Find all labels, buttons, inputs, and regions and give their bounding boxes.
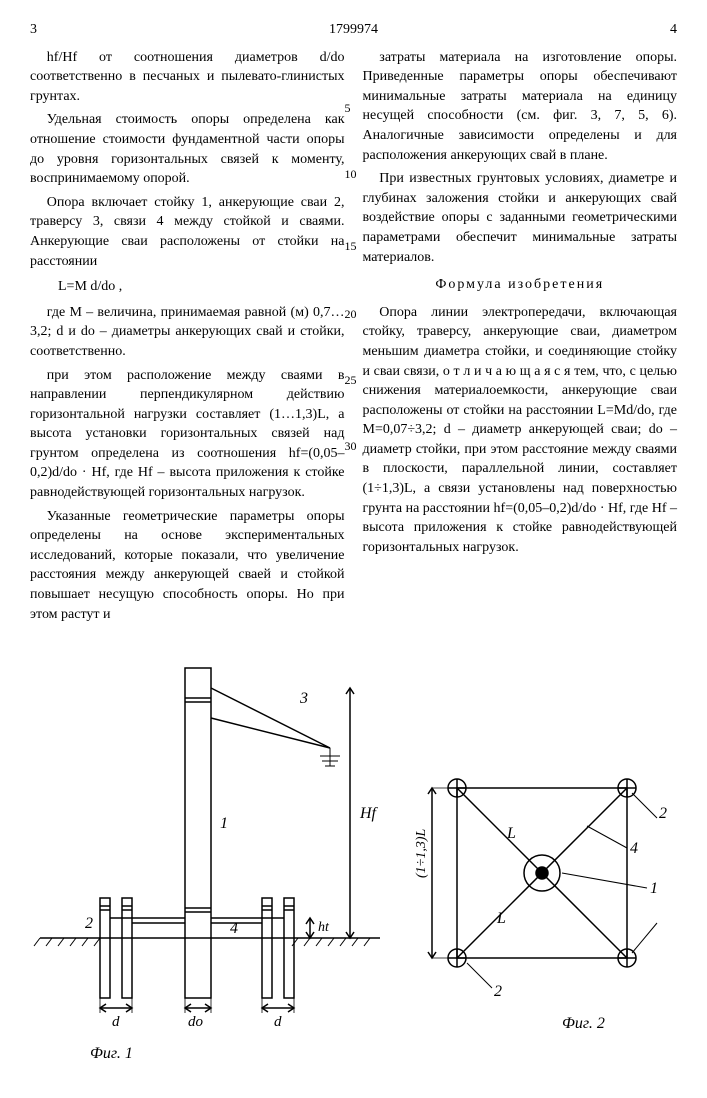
figure-2: L L (1÷1,3)L 1 2 2 4 Фиг. 2 <box>397 758 677 1058</box>
claim-title: Формула изобретения <box>363 275 678 295</box>
figure-1: 1 2 3 4 Hf ht d d do Фиг. 1 <box>30 648 390 1068</box>
para: затраты материала на изготовление опоры.… <box>363 48 678 166</box>
fig2-label-1: 1 <box>650 880 658 897</box>
fig2-label-2b: 2 <box>494 983 502 1000</box>
fig1-label-1: 1 <box>220 815 228 832</box>
line-number: 20 <box>345 306 357 323</box>
right-column: 5 10 15 20 25 30 затраты материала на из… <box>363 48 678 629</box>
fig2-label-4: 4 <box>630 840 638 857</box>
left-column: hf/Hf от соотношения диаметров d/do соот… <box>30 48 345 629</box>
line-number: 10 <box>345 166 357 183</box>
fig1-caption: Фиг. 1 <box>90 1045 133 1062</box>
fig2-label-2a: 2 <box>659 805 667 822</box>
page-left: 3 <box>30 20 37 40</box>
fig1-d-left: d <box>112 1014 120 1030</box>
fig1-d-right: d <box>274 1014 282 1030</box>
page-header: 3 1799974 4 <box>30 20 677 40</box>
para: При известных грунтовых условиях, диамет… <box>363 169 678 267</box>
line-number: 5 <box>345 100 351 117</box>
fig1-label-3: 3 <box>299 690 308 707</box>
text-columns: hf/Hf от соотношения диаметров d/do соот… <box>30 48 677 629</box>
para: hf/Hf от соотношения диаметров d/do соот… <box>30 48 345 107</box>
para: где М – величина, принимаемая равной (м)… <box>30 303 345 362</box>
fig2-L-2: L <box>496 910 506 927</box>
figures-area: 1 2 3 4 Hf ht d d do Фиг. 1 <box>30 648 677 1078</box>
fig2-caption: Фиг. 2 <box>562 1015 605 1032</box>
fig1-label-2: 2 <box>85 915 93 932</box>
page-right: 4 <box>670 20 677 40</box>
para: при этом расположение между сваями в нап… <box>30 366 345 503</box>
doc-number: 1799974 <box>37 20 670 40</box>
fig1-Hf: Hf <box>359 805 379 822</box>
fig1-ht: ht <box>318 920 330 935</box>
para: Указанные геометрические параметры опоры… <box>30 507 345 625</box>
line-number: 15 <box>345 238 357 255</box>
line-number: 25 <box>345 372 357 389</box>
para: Удельная стоимость опоры определена как … <box>30 110 345 188</box>
fig2-L-1: L <box>506 825 516 842</box>
fig2-side: (1÷1,3)L <box>414 829 429 879</box>
para: Опора линии электропередачи, включающая … <box>363 303 678 558</box>
fig1-label-4: 4 <box>230 920 238 937</box>
fig1-do: do <box>188 1014 204 1030</box>
line-number: 30 <box>345 438 357 455</box>
para: Опора включает стойку 1, анкерующие сваи… <box>30 193 345 271</box>
formula: L=M d/do , <box>58 277 345 297</box>
